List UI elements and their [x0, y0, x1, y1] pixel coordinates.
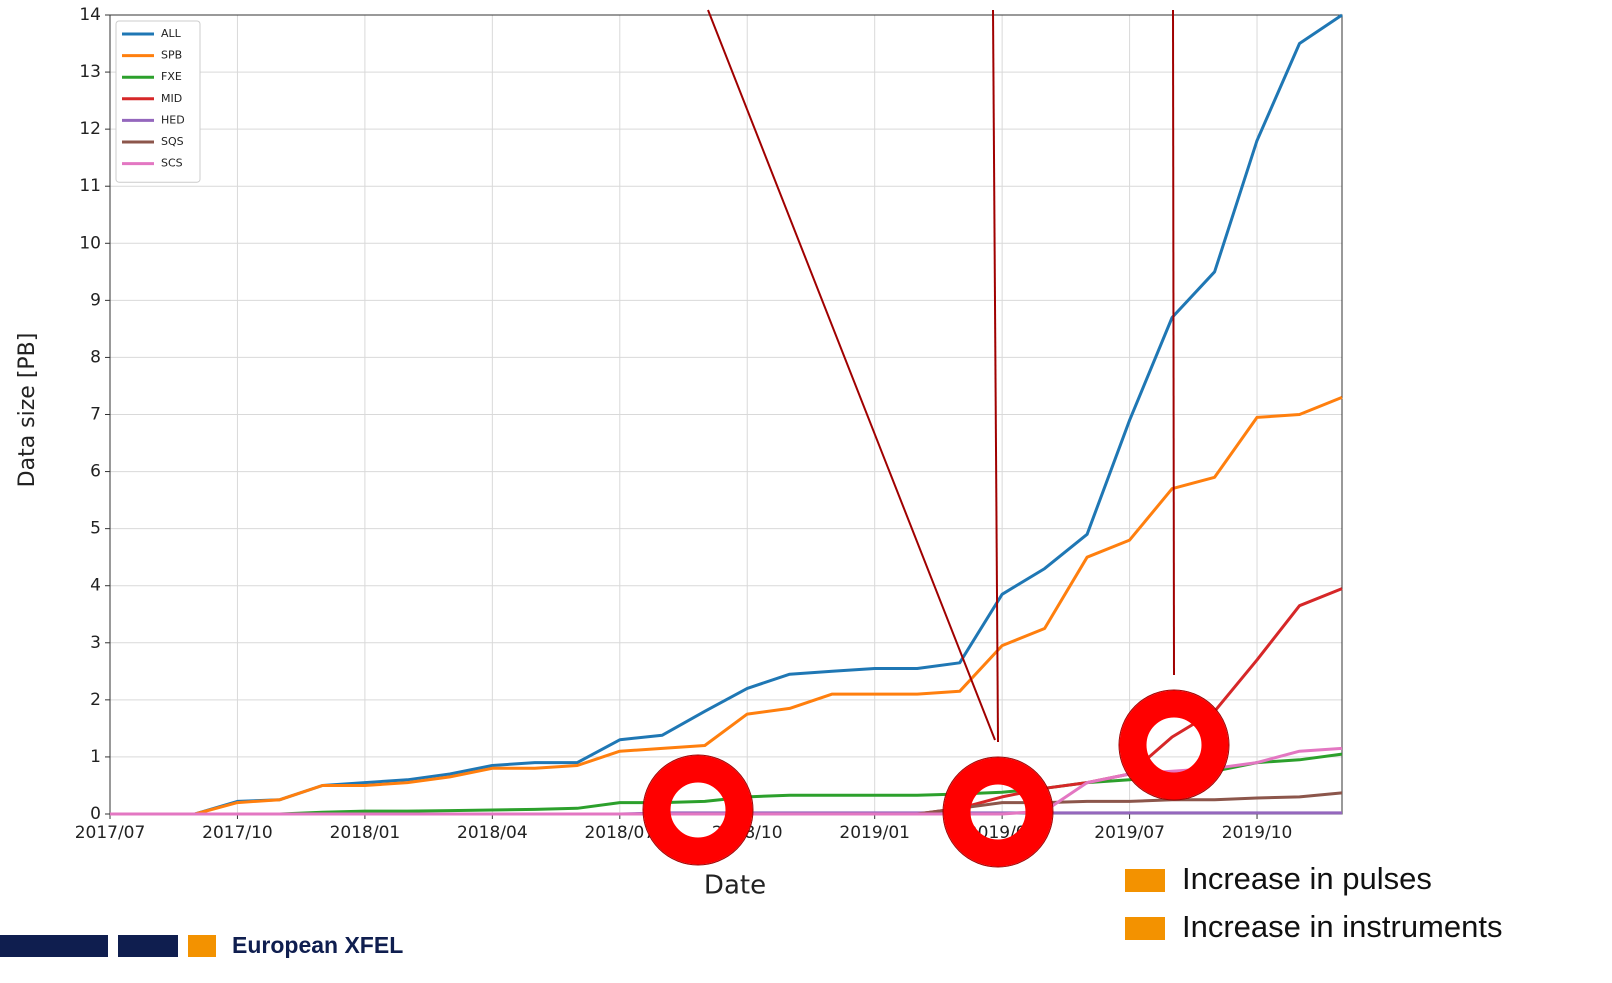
highlight-ring-edge — [642, 754, 754, 866]
legend-label: MID — [161, 92, 182, 105]
legend-label: HED — [161, 113, 185, 126]
y-tick-label: 14 — [79, 5, 101, 25]
marker-line — [707, 9, 996, 741]
y-tick-label: 4 — [90, 576, 101, 596]
x-tick-label: 2019/10 — [1222, 823, 1293, 843]
y-tick-label: 10 — [79, 233, 101, 253]
slide-legend-swatch — [1125, 869, 1165, 892]
legend-label: ALL — [161, 27, 182, 40]
brand-bar — [188, 935, 216, 957]
x-tick-label: 2019/07 — [1094, 823, 1165, 843]
y-tick-label: 11 — [79, 176, 101, 196]
highlight-ring — [943, 757, 1053, 867]
y-tick-label: 5 — [90, 519, 101, 539]
y-tick-label: 8 — [90, 347, 101, 367]
marker-line — [1172, 9, 1175, 676]
slide-legend-label: Increase in instruments — [1182, 909, 1502, 944]
legend-box — [115, 20, 201, 183]
x-tick-label: 2017/10 — [202, 823, 273, 843]
slide-legend-label: Increase in pulses — [1182, 861, 1432, 896]
y-axis-label: Data size [PB] — [15, 333, 40, 488]
series-line — [110, 396, 1343, 816]
x-tick-label: 2018/07 — [584, 823, 655, 843]
x-tick-label: 2017/07 — [75, 823, 146, 843]
brand-bar — [0, 935, 108, 957]
y-tick-label: 13 — [79, 62, 101, 82]
highlight-ring — [643, 755, 753, 865]
brand: European XFEL — [232, 932, 403, 958]
marker-line — [992, 9, 999, 743]
highlight-ring-edge — [942, 756, 1054, 868]
legend-label: SPB — [161, 49, 182, 62]
y-tick-label: 0 — [90, 804, 101, 824]
x-tick-label: 2019/01 — [839, 823, 910, 843]
x-tick-label: 2018/04 — [457, 823, 528, 843]
highlight-ring — [1119, 690, 1229, 800]
y-tick-label: 9 — [90, 290, 101, 310]
slide-legend-swatch — [1125, 917, 1165, 940]
y-tick-label: 3 — [90, 633, 101, 653]
y-tick-label: 12 — [79, 119, 101, 139]
x-axis-label: Date — [704, 871, 766, 901]
y-tick-label: 7 — [90, 405, 101, 425]
x-tick-label: 2018/01 — [330, 823, 401, 843]
y-tick-label: 1 — [90, 747, 101, 767]
brand-bar — [118, 935, 178, 957]
y-tick-label: 2 — [90, 690, 101, 710]
legend-label: SQS — [161, 135, 184, 148]
legend-label: SCS — [161, 157, 183, 170]
legend-label: FXE — [161, 70, 182, 83]
highlight-ring-edge — [1118, 689, 1230, 801]
y-tick-label: 6 — [90, 462, 101, 482]
